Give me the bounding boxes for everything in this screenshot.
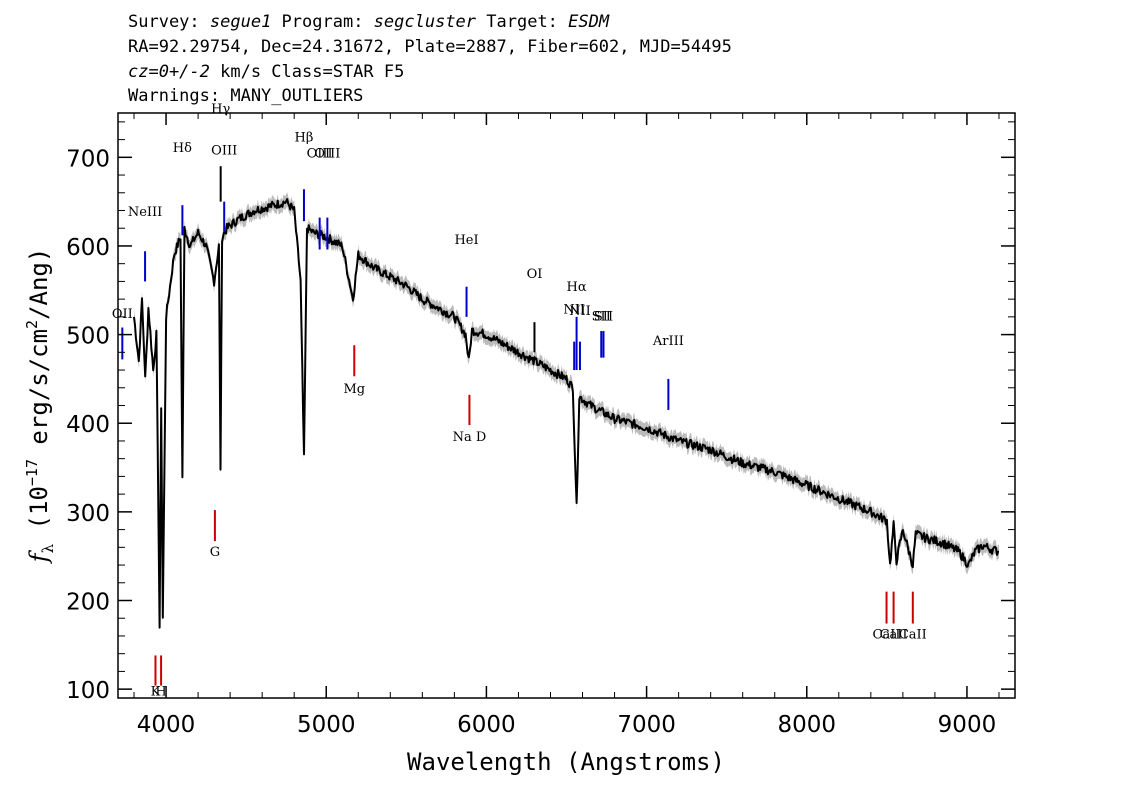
line-label: NII [563,302,585,317]
y-tick-label: 500 [66,324,110,350]
error-band [134,192,999,635]
line-label: OII [112,307,133,322]
y-tick-label: 100 [66,678,110,704]
series-layer [133,198,1000,629]
header-line-3: cz=0+/-2 km/s Class=STAR F5 [128,62,404,82]
survey-value: segue1 [209,12,272,32]
header-line-2: RA=92.29754, Dec=24.31672, Plate=2887, F… [128,37,732,57]
y-axis-label: fλ (10−17 erg/s/cm2/Ang) [23,248,57,565]
line-label: NII [569,304,591,319]
line-label: Mg [343,382,365,397]
y-tick-label: 700 [66,146,110,172]
header-line-4: Warnings: MANY_OUTLIERS [128,86,364,106]
x-tick-label: 6000 [457,712,516,738]
line-label: OI [527,267,543,282]
line-label: CaII [899,628,927,643]
line-label: Hγ [211,102,230,117]
y-axis-label-unit-mid: erg/s/cm [25,329,53,459]
line-label: OIII [211,144,237,159]
line-label: HeI [454,233,478,248]
line-label: Na D [453,430,487,445]
tick-layer: 4000 5000 6000 7000 8000 9000 100 200 300 400 500 6… [66,113,1015,738]
y-axis-label-exp2: 2 [23,320,41,329]
header-line-1: Survey: segue1 Program: segcluster Targe… [128,12,609,32]
target-value: ESDM [568,12,610,32]
y-axis-label-unit-open: (10 [25,486,53,544]
line-label: SII [594,309,613,324]
line-label: OIII [307,146,333,161]
line-label: Hα [567,280,587,295]
line-label: NeIII [128,205,162,220]
y-tick-label: 300 [66,501,110,527]
cz-rest: km/s Class=STAR F5 [209,62,405,82]
program-value: segcluster [373,12,477,32]
line-label: OIII [314,146,340,161]
error-band-layer [134,192,999,635]
y-axis-label-unit-end: /Ang) [25,248,53,320]
x-tick-label: 9000 [938,712,997,738]
line-label: Hδ [173,141,192,156]
line-label: CaII [873,628,901,643]
line-label: G [210,545,220,560]
y-axis-label-lambda: λ [39,543,57,553]
plot-frame [117,112,1016,699]
program-prefix: Program: [271,12,374,32]
line-label: SII [592,309,611,324]
cz-value: cz=0+/-2 [128,62,210,82]
x-tick-label: 8000 [777,712,836,738]
line-label: ArIII [652,334,684,349]
line-label: H [155,684,166,699]
x-tick-label: 5000 [297,712,356,738]
survey-prefix: Survey: [128,12,210,32]
line-label: CaII [880,628,908,643]
target-prefix: Target: [476,12,569,32]
spectrum-line [133,198,1000,629]
line-label: Hβ [295,130,314,145]
line-label: K [151,684,161,699]
y-axis-label-exp: −17 [23,459,41,486]
x-axis-label: Wavelength (Angstroms) [407,748,725,776]
x-tick-label: 4000 [137,712,196,738]
y-tick-label: 600 [66,235,110,261]
y-tick-label: 200 [66,590,110,616]
y-tick-label: 400 [66,412,110,438]
x-tick-label: 7000 [617,712,676,738]
